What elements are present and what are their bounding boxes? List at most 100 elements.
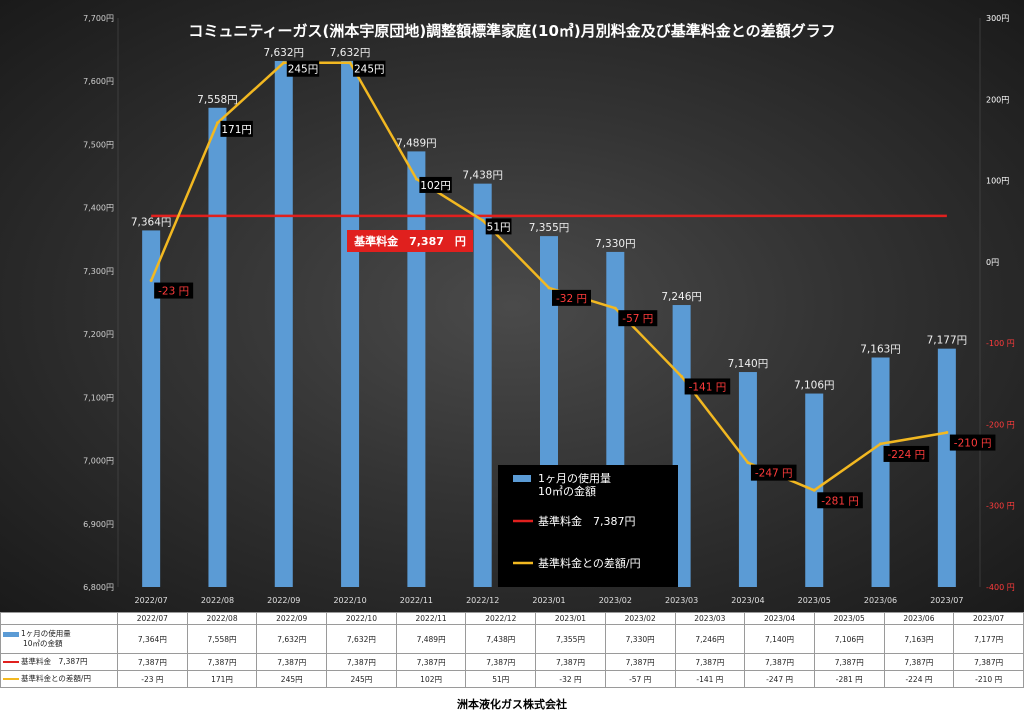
base-price-annotation-text: 基準料金 7,387 円 (353, 234, 466, 248)
table-cell: 7,387円 (326, 653, 397, 671)
difference-label-box (154, 282, 194, 299)
right-axis-tick-label: -100 円 (986, 339, 1015, 348)
bar (407, 151, 426, 587)
difference-label-box (949, 434, 996, 451)
legend-swatch-bar (513, 475, 531, 482)
difference-point (746, 461, 750, 465)
category-label: 2022/07 (135, 596, 168, 605)
right-axis-tick-label: -400 円 (986, 583, 1015, 592)
bar (871, 357, 890, 587)
table-cell: 7,387円 (813, 653, 885, 671)
legend-text-line: 10㎥の金額 (538, 484, 596, 498)
chart-panel: コミュニティーガス(洲本宇原団地)調整額標準家庭(10㎥)月別料金及び基準料金と… (0, 0, 1024, 612)
table-header-cell: 2022/08 (186, 612, 258, 625)
difference-label: 102円 (419, 176, 452, 193)
difference-label: -210 円 (949, 434, 996, 451)
legend-item-diff: 基準料金との差額/円 (538, 556, 641, 570)
table-cell: 7,632円 (326, 624, 397, 654)
table-cell: 7,438円 (465, 624, 537, 654)
bar-value-label: 7,632円 (330, 47, 371, 59)
table-cell: 7,632円 (256, 624, 328, 654)
right-axis-tick-label: 300円 (986, 14, 1009, 23)
bar-value-label: 7,330円 (595, 238, 636, 250)
table-cell: -57 円 (604, 670, 676, 688)
table-cell: 7,355円 (535, 624, 606, 654)
category-label: 2023/04 (731, 596, 764, 605)
difference-point (149, 279, 153, 283)
category-label: 2023/02 (599, 596, 632, 605)
difference-point (348, 61, 352, 65)
table-row-base: 基準料金 7,387円 7,387円 7,387円 7,387円 7,387円 … (0, 653, 1024, 671)
difference-label-text: 245円 (354, 64, 385, 76)
table-cell: 7,387円 (535, 653, 606, 671)
table-header-cell: 2023/03 (674, 612, 746, 625)
table-cell: -210 円 (953, 670, 1024, 688)
category-axis-labels: 2022/07 2022/08 2022/09 2022/10 2022/11 2022/… (135, 596, 964, 605)
table-header-cell: 2023/01 (535, 612, 606, 625)
category-label: 2022/10 (333, 596, 366, 605)
table-cell: 51円 (465, 670, 537, 688)
right-axis-tick-label: -200 円 (986, 420, 1015, 429)
table-cell: 7,489円 (395, 624, 467, 654)
bar-value-label: 7,163円 (860, 344, 901, 356)
table-cell: 7,364円 (117, 624, 188, 654)
difference-label: 51円 (485, 218, 512, 235)
difference-point (945, 431, 949, 435)
category-label: 2022/09 (267, 596, 300, 605)
bar-value-label: 7,106円 (794, 380, 835, 392)
legend: 1ヶ月の使用量 10㎥の金額 基準料金 7,387円 基準料金との差額/円 (498, 465, 678, 587)
left-axis-tick-label: 6,900円 (83, 520, 114, 529)
bar-value-label: 7,489円 (396, 137, 437, 149)
difference-label: -247 円 (750, 464, 797, 481)
bar-value-label: 7,558円 (197, 94, 238, 106)
difference-label: -224 円 (883, 445, 930, 462)
data-table: 2022/07 2022/08 2022/09 2022/10 2022/11 … (0, 612, 1024, 688)
difference-label-box (485, 218, 512, 235)
difference-label: -57 円 (618, 310, 658, 327)
table-header-cell: 2022/11 (395, 612, 467, 625)
table-cell: 7,387円 (117, 653, 188, 671)
difference-label-box (817, 492, 863, 509)
difference-label: 245円 (353, 60, 386, 77)
bar-value-label: 7,438円 (462, 170, 503, 182)
table-cell: 245円 (326, 670, 397, 688)
table-cell: 7,387円 (953, 653, 1024, 671)
difference-point (812, 488, 816, 492)
table-cell: 7,387円 (883, 653, 955, 671)
table-cell: 7,387円 (674, 653, 746, 671)
bar-value-label: 7,355円 (529, 222, 570, 234)
table-cell: 7,163円 (883, 624, 955, 654)
row-label-text: 基準料金との差額/円 (21, 674, 91, 683)
left-axis-tick-label: 7,200円 (83, 330, 114, 339)
table-cell: 171円 (186, 670, 258, 688)
difference-label-text: -247 円 (755, 468, 793, 480)
difference-label-text: -281 円 (821, 495, 859, 507)
table-row-label: 基準料金との差額/円 (0, 670, 118, 688)
red-line-swatch-icon (3, 661, 19, 663)
table-header-row: 2022/07 2022/08 2022/09 2022/10 2022/11 … (0, 612, 1024, 625)
right-axis-tick-label: 200円 (986, 95, 1009, 104)
bar-swatch-icon (3, 631, 19, 637)
left-axis-tick-label: 7,400円 (83, 204, 114, 213)
difference-label-text: -57 円 (622, 313, 653, 325)
difference-label: -23 円 (154, 282, 194, 299)
difference-point (282, 61, 286, 65)
table-cell: 7,177円 (953, 624, 1024, 654)
table-cell: 7,387円 (395, 653, 467, 671)
chart-svg: コミュニティーガス(洲本宇原団地)調整額標準家庭(10㎥)月別料金及び基準料金と… (83, 14, 1015, 605)
difference-value-labels: -23 円 171円 245円 245円 102円 51円 -32 円 -57 円 -141 円… (154, 60, 996, 509)
bar-value-label: 7,364円 (131, 216, 172, 228)
legend-item-usage: 1ヶ月の使用量 10㎥の金額 (538, 472, 611, 498)
bar-value-labels: 7,364円 7,558円 7,632円 7,632円 7,489円 7,438円 7,35… (131, 47, 967, 392)
table-header-cell: 2023/06 (883, 612, 955, 625)
table-cell: -247 円 (744, 670, 815, 688)
table-row-label: 1ヶ月の使用量 10㎥の金額 (0, 624, 118, 654)
table-header-cell: 2023/04 (744, 612, 815, 625)
bar (341, 60, 360, 588)
difference-label-box (220, 120, 253, 137)
difference-label-text: -224 円 (888, 449, 926, 461)
difference-label: -281 円 (817, 492, 863, 509)
table-header-cell: 2022/10 (326, 612, 397, 625)
left-axis-ticks: 6,800円 6,900円 7,000円 7,100円 7,200円 7,300円 7,40… (83, 14, 114, 592)
difference-label-box (419, 176, 452, 193)
